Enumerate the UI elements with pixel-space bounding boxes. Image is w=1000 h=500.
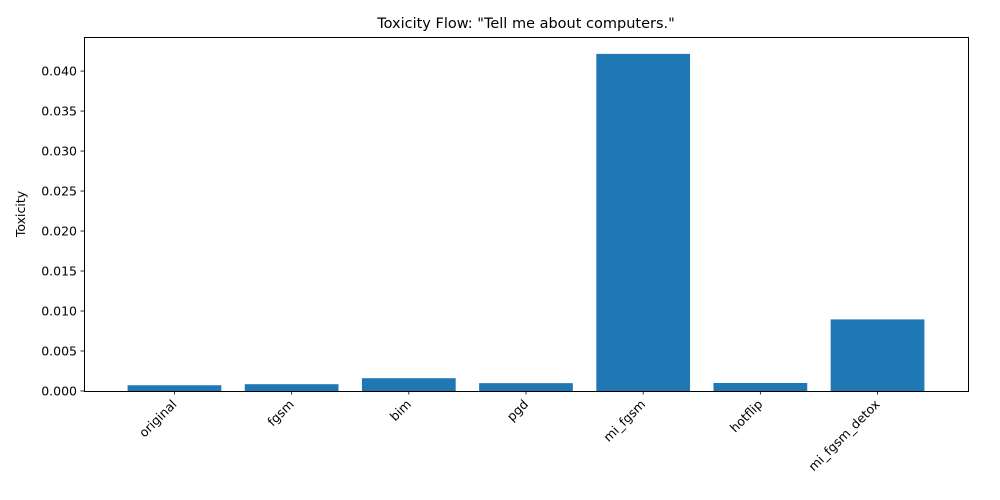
y-tick-label: 0.025 [41, 184, 77, 199]
bar-hotflip [713, 383, 808, 391]
y-tick-label: 0.005 [41, 344, 77, 359]
bar-pgd [479, 383, 573, 391]
chart-title: Toxicity Flow: "Tell me about computers.… [376, 16, 675, 32]
x-tick-label: original [136, 397, 180, 441]
bar-original [127, 385, 222, 391]
x-tick-label: fgsm [264, 397, 297, 430]
y-axis: 0.000 0.005 0.010 0.015 0.020 0.025 0.030 0.035… [41, 64, 84, 399]
bar-fgsm [244, 384, 339, 391]
y-tick-label: 0.000 [41, 384, 77, 399]
x-tick-label: pgd [504, 397, 531, 424]
y-tick-label: 0.035 [41, 104, 77, 119]
y-tick-label: 0.010 [41, 304, 77, 319]
bars [127, 53, 925, 391]
y-tick-label: 0.020 [41, 224, 77, 239]
y-axis-title: Toxicity [13, 190, 28, 238]
x-axis: original fgsm bim pgd mi_fgsm hotflip mi_fgsm_… [136, 391, 883, 474]
bar-bim [361, 378, 456, 391]
y-tick-label: 0.015 [41, 264, 77, 279]
bar-mi_fgsm_detox [830, 319, 925, 391]
y-tick-label: 0.030 [41, 144, 77, 159]
bar-mi_fgsm [596, 53, 691, 391]
x-tick-label: hotflip [727, 396, 766, 435]
x-tick-label: mi_fgsm [600, 397, 648, 445]
x-tick-label: bim [387, 397, 414, 424]
plot-frame [84, 37, 969, 392]
y-tick-label: 0.040 [41, 64, 77, 79]
x-tick-label: mi_fgsm_detox [805, 397, 882, 474]
